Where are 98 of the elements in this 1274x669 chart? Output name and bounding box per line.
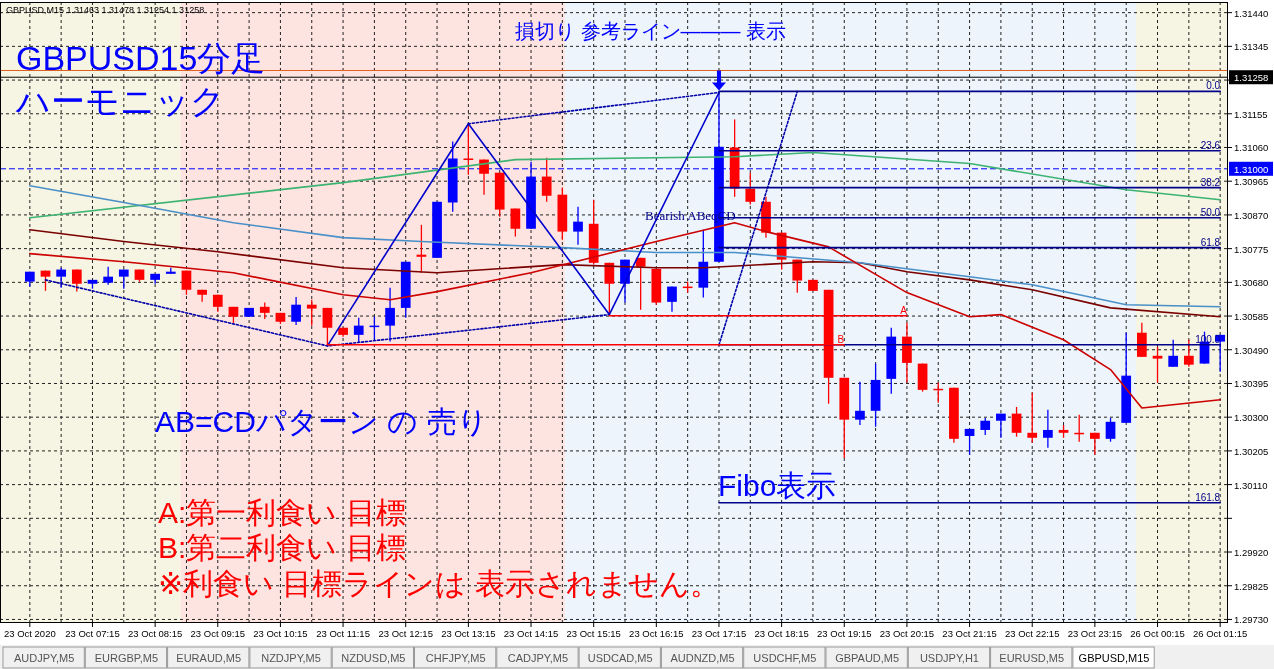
text: NZDUSD,M5 [341,652,406,664]
series-label: B [837,333,845,345]
text: GBPUSD15分足 [16,39,266,77]
text: USDCHF,M5 [753,652,817,664]
text: GBPAUD,M5 [835,652,900,664]
x-tick-label: 23 Oct 19:15 [817,628,872,639]
text: AUDNZD,M5 [670,652,735,664]
annotation: AB=CDパターン の 売り [155,405,488,438]
candlestick [463,123,474,176]
candlestick [573,206,583,246]
y-tick-label: 1.30680 [1234,277,1269,289]
x-tick-label: 23 Oct 17:15 [691,628,747,639]
candlestick [964,428,975,456]
series-label: 0.0 [1206,80,1221,92]
series-label: 161.8 [1195,491,1221,503]
text: EURGBP,M5 [94,652,159,664]
y-tick-label: 1.31060 [1234,142,1269,154]
x-tick-label: 23 Oct 21:15 [942,628,997,639]
candlestick [996,412,1006,439]
candlestick [635,257,646,311]
candlestick [667,285,677,313]
text: CHFJPY,M5 [425,652,486,664]
candlestick [745,172,756,206]
text: CADJPY,M5 [507,652,569,664]
y-tick-label: 1.30775 [1234,243,1269,255]
annotation: ※利食い 目標ラインは 表示されません。 [158,567,720,600]
series-label: 50.0 [1200,206,1221,218]
x-tick-label: 23 Oct 2020 [3,628,56,639]
x-tick-label: 26 Oct 01:15 [1192,628,1248,639]
y-tick-label: 1.30110 [1234,479,1268,491]
line-series [29,229,1221,318]
y-tick-label: 1.30205 [1234,445,1269,457]
candlestick [1152,346,1163,384]
x-tick-label: 23 Oct 20:15 [879,628,935,639]
y-tick-label: 1.31440 [1234,7,1269,19]
y-tick-label: 1.30395 [1234,378,1269,390]
annotation: 損切り 参考ライン——— 表示 [515,20,787,42]
candlestick [353,317,364,344]
annotation: GBPUSD,M15 1.31463 1.31478 1.31254 1.31258 [6,5,205,15]
candlestick [1168,339,1179,368]
x-tick-label: 23 Oct 11:15 [316,628,370,639]
y-tick-label: 1.30300 [1234,412,1269,424]
candlestick [1183,339,1194,368]
y-tick-label: 1.30965 [1234,176,1269,188]
annotation: A:第一利食い 目標 [158,496,406,529]
y-tick-label: 1.30585 [1234,311,1269,323]
line-series [29,185,1221,308]
candlestick [1105,417,1116,443]
candlestick [56,267,67,289]
ref-line-label: 1.31000 [1234,163,1269,175]
text: AUDJPY,M5 [13,652,75,664]
candlestick [306,299,317,327]
candlestick [103,266,113,286]
candlestick [291,296,301,326]
text: EURUSD,M5 [999,652,1065,664]
x-tick-label: 26 Oct 00:15 [1130,628,1185,639]
y-tick-label: 1.29730 [1234,614,1269,626]
text: USDJPY,H1 [919,652,979,664]
x-tick-label: 23 Oct 16:15 [629,628,684,639]
candlestick [385,287,395,343]
candlestick [1027,392,1038,444]
candlestick [1011,406,1022,438]
text: ハーモニック [15,82,225,120]
candlestick [479,158,489,196]
x-tick-label: 23 Oct 12:15 [378,628,433,639]
y-tick-label: 1.31345 [1234,41,1269,53]
x-tick-label: 23 Oct 14:15 [503,628,559,639]
x-tick-label: 23 Oct 23:15 [1067,628,1123,639]
y-tick-label: 1.30870 [1234,209,1269,221]
x-tick-label: 23 Oct 13:15 [441,628,496,639]
x-tick-label: 23 Oct 08:15 [127,628,183,639]
series-label: 61.8 [1200,236,1221,248]
candlestick [181,269,192,296]
x-tick-label: 23 Oct 15:15 [566,628,621,639]
text: GBPUSD,M15 [1078,652,1150,664]
y-tick-label: 1.29920 [1234,547,1269,559]
x-tick-label: 23 Oct 18:15 [754,628,809,639]
candlestick [1043,409,1053,449]
series-label: 38.2 [1200,176,1221,188]
candlestick [855,381,865,426]
x-tick-label: 23 Oct 09:15 [190,628,245,639]
x-tick-label: 23 Oct 07:15 [65,628,120,639]
annotation: Fibo表示 [718,469,837,502]
candlestick [510,207,521,238]
series-label: 23.6 [1200,139,1221,151]
x-tick-label: 23 Oct 10:15 [253,628,308,639]
y-tick-label: 1.30490 [1234,344,1269,356]
series-label: A [900,304,908,316]
text: NZDJPY,M5 [261,652,321,664]
ref-line-label: 1.31258 [1234,72,1269,84]
candlestick [541,157,552,203]
text: USDCAD,M5 [587,652,653,664]
annotation: B:第二利食い 目標 [158,531,406,564]
text: EURAUD,M5 [176,652,242,664]
line-series [29,221,1221,409]
y-tick-label: 1.29825 [1234,580,1269,592]
y-tick-label: 1.31155 [1234,108,1268,120]
x-tick-label: 23 Oct 22:15 [1005,628,1060,639]
